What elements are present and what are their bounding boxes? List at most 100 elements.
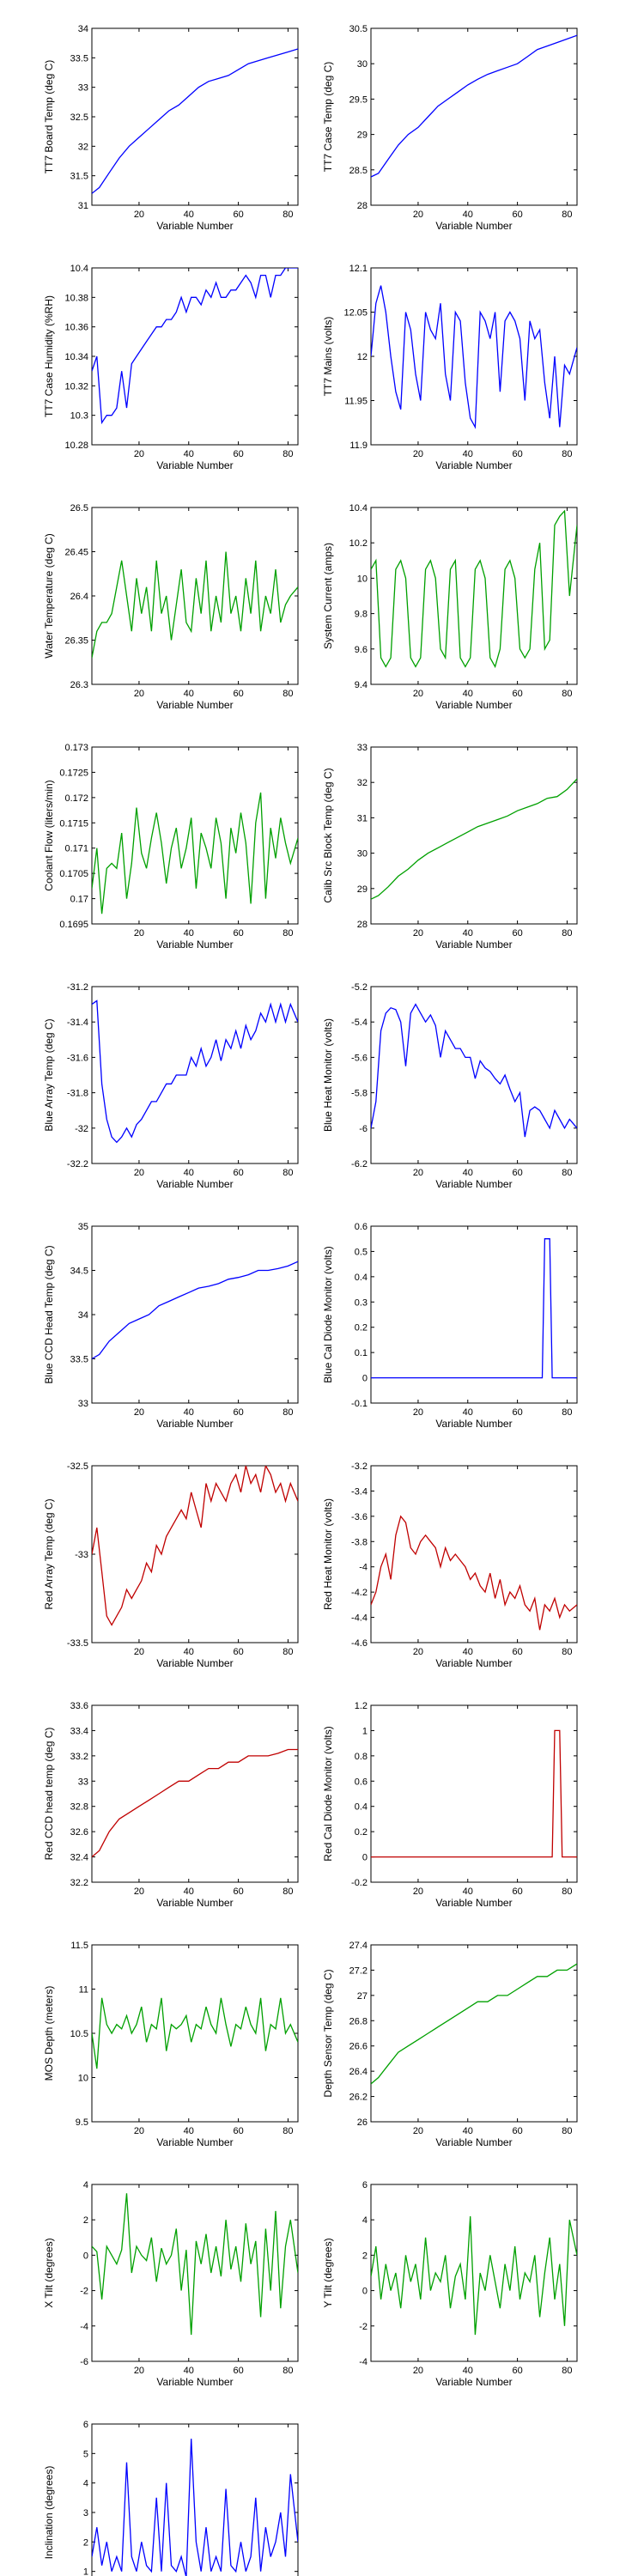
x-tick-label: 20 [134, 689, 144, 699]
subplot-6: 20 40 60 80 9.4 9.6 9.8 10 10.2 10.4 Variable Numb… [322, 503, 578, 711]
x-tick-label: 20 [134, 210, 144, 220]
x-tick-label: 40 [184, 2366, 194, 2376]
x-axis-label: Variable Number [156, 2376, 233, 2388]
y-tick-label: 27.2 [349, 1965, 368, 1976]
x-tick-label: 80 [562, 689, 572, 699]
x-tick-label: 60 [233, 210, 243, 220]
y-tick-label: -5.2 [351, 982, 368, 993]
y-tick-label: 26.8 [349, 2016, 368, 2026]
series-line [92, 999, 298, 1144]
y-tick-label: 9.5 [76, 2117, 88, 2128]
x-axis-label: Variable Number [156, 939, 233, 951]
x-tick-label: 40 [463, 689, 473, 699]
y-tick-label: -5.8 [351, 1089, 368, 1099]
y-tick-label: 10.28 [64, 440, 88, 451]
subplot-21: 204060800123456Variable NumberInclinatio… [43, 2420, 299, 2576]
y-tick-label: 31 [78, 201, 88, 211]
y-tick-label: 29 [357, 131, 368, 141]
y-tick-label: 30.5 [349, 24, 368, 34]
y-tick-label: 0 [362, 2287, 368, 2297]
y-tick-label: 0.1715 [59, 818, 88, 829]
plot-frame [91, 1944, 299, 2123]
x-tick-label: 60 [233, 1168, 243, 1178]
series-line [371, 285, 577, 429]
x-tick-label: 60 [512, 1647, 522, 1657]
y-tick-label: 33.4 [70, 1726, 88, 1736]
plot-frame [91, 986, 299, 1164]
y-tick-label: 0.173 [64, 743, 88, 753]
y-tick-label: 26.2 [349, 2093, 368, 2103]
x-tick-label: 80 [283, 210, 293, 220]
y-tick-label: 33.2 [70, 1752, 88, 1762]
y-tick-label: 6 [362, 2180, 368, 2190]
x-axis-label: Variable Number [156, 220, 233, 232]
x-tick-label: 80 [562, 210, 572, 220]
y-tick-label: 26.3 [70, 680, 88, 690]
y-axis-label: Depth Sensor Temp (deg C) [322, 1969, 334, 2097]
y-tick-label: -4.2 [351, 1588, 368, 1598]
subplot-4: 20 40 60 80 11.9 11.95 12 12.05 12.1 Variable Num… [322, 264, 578, 471]
y-axis-label: TT7 Case Temp (deg C) [322, 62, 334, 173]
y-tick-label: 33.5 [70, 1355, 88, 1365]
y-tick-label: -32.2 [67, 1159, 88, 1170]
series-line [371, 1238, 577, 1379]
y-tick-label: -6 [359, 1124, 368, 1134]
y-tick-label: 11.95 [344, 397, 368, 407]
y-tick-label: 32 [357, 778, 368, 788]
subplot-16: 20 40 60 80 -0.2 0 0.2 0.4 0.6 0.8 1 1.2 Variable Nu… [322, 1701, 578, 1909]
y-tick-label: 32.8 [70, 1802, 88, 1813]
subplot-7: 20 40 60 80 0.1695 0.17 0.1705 0.171 0.1715 0.172… [43, 743, 299, 951]
y-tick-label: -6.2 [351, 1159, 368, 1170]
y-tick-label: -3.4 [351, 1486, 368, 1497]
y-axis-label: X Tilt (degrees) [43, 2238, 55, 2307]
y-tick-label: 10.36 [64, 323, 88, 333]
y-tick-label: 29.5 [349, 94, 368, 105]
y-tick-label: 10 [357, 574, 368, 584]
y-tick-label: 0.1725 [59, 768, 88, 778]
y-tick-label: 32.5 [70, 112, 88, 123]
x-tick-label: 20 [413, 2366, 423, 2376]
subplot-13: 20 40 60 80 -33.5 -33 -32.5 Variable Number Red … [43, 1461, 299, 1669]
y-tick-label: 34 [78, 24, 88, 34]
y-tick-label: -31.2 [67, 982, 88, 993]
y-tick-label: -4 [359, 2357, 368, 2367]
y-axis-label: Calib Src Block Temp (deg C) [322, 768, 334, 902]
x-tick-label: 60 [233, 928, 243, 939]
plot-frame [370, 2184, 578, 2362]
series-line [92, 1261, 298, 1360]
y-tick-label: 4 [83, 2180, 88, 2190]
y-tick-label: 10.32 [64, 381, 88, 392]
x-tick-label: 20 [413, 1407, 423, 1418]
y-tick-label: 0.1 [355, 1348, 368, 1358]
y-tick-label: 0.2 [355, 1827, 368, 1838]
x-tick-label: 80 [562, 2366, 572, 2376]
y-tick-label: -31.4 [67, 1018, 88, 1028]
y-tick-label: 26.35 [64, 636, 88, 647]
series-line [92, 2439, 298, 2576]
y-tick-label: 10.3 [70, 411, 88, 422]
x-tick-label: 80 [283, 1647, 293, 1657]
series-line [371, 778, 577, 900]
y-tick-label: 2 [83, 2537, 88, 2548]
y-axis-label: System Current (amps) [322, 543, 334, 649]
y-axis-label: MOS Depth (meters) [43, 1986, 55, 2081]
x-tick-label: 20 [413, 2126, 423, 2136]
y-tick-label: 10.38 [64, 293, 88, 303]
y-axis-label: Blue CCD Head Temp (deg C) [43, 1245, 55, 1383]
x-tick-label: 60 [512, 449, 522, 459]
y-tick-label: 12 [357, 352, 368, 362]
x-tick-label: 80 [562, 449, 572, 459]
y-tick-label: 0 [362, 1374, 368, 1384]
subplot-1: 20 40 60 80 31 31.5 32 32.5 33 33.5 34 Variable Num… [43, 24, 299, 232]
x-axis-label: Variable Number [156, 1897, 233, 1909]
y-tick-label: 9.8 [355, 610, 368, 620]
x-tick-label: 40 [184, 1647, 194, 1657]
y-tick-label: 33.6 [70, 1701, 88, 1711]
y-tick-label: 0.8 [355, 1752, 368, 1762]
y-tick-label: 27 [357, 1991, 368, 2002]
x-axis-label: Variable Number [156, 2136, 233, 2148]
x-axis-label: Variable Number [156, 459, 233, 471]
x-tick-label: 60 [512, 928, 522, 939]
x-tick-label: 60 [512, 1407, 522, 1418]
